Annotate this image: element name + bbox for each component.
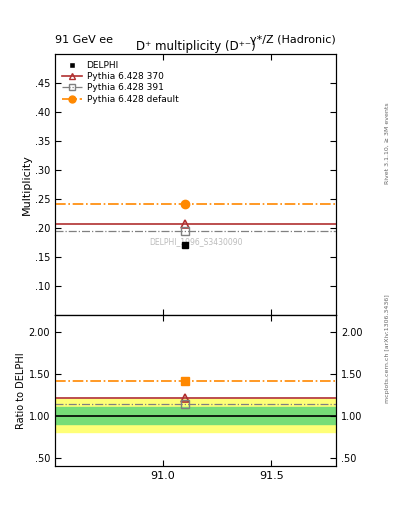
Text: DELPHI_1996_S3430090: DELPHI_1996_S3430090	[149, 237, 242, 246]
Y-axis label: Ratio to DELPHI: Ratio to DELPHI	[16, 352, 26, 429]
Text: γ*/Z (Hadronic): γ*/Z (Hadronic)	[250, 35, 336, 45]
Text: mcplots.cern.ch [arXiv:1306.3436]: mcplots.cern.ch [arXiv:1306.3436]	[385, 294, 389, 402]
Legend: DELPHI, Pythia 6.428 370, Pythia 6.428 391, Pythia 6.428 default: DELPHI, Pythia 6.428 370, Pythia 6.428 3…	[59, 58, 181, 106]
Text: 91 GeV ee: 91 GeV ee	[55, 35, 113, 45]
Title: D⁺ multiplicity (D⁺⁻): D⁺ multiplicity (D⁺⁻)	[136, 39, 255, 53]
Y-axis label: Multiplicity: Multiplicity	[22, 154, 32, 215]
Text: Rivet 3.1.10, ≥ 3M events: Rivet 3.1.10, ≥ 3M events	[385, 102, 389, 184]
